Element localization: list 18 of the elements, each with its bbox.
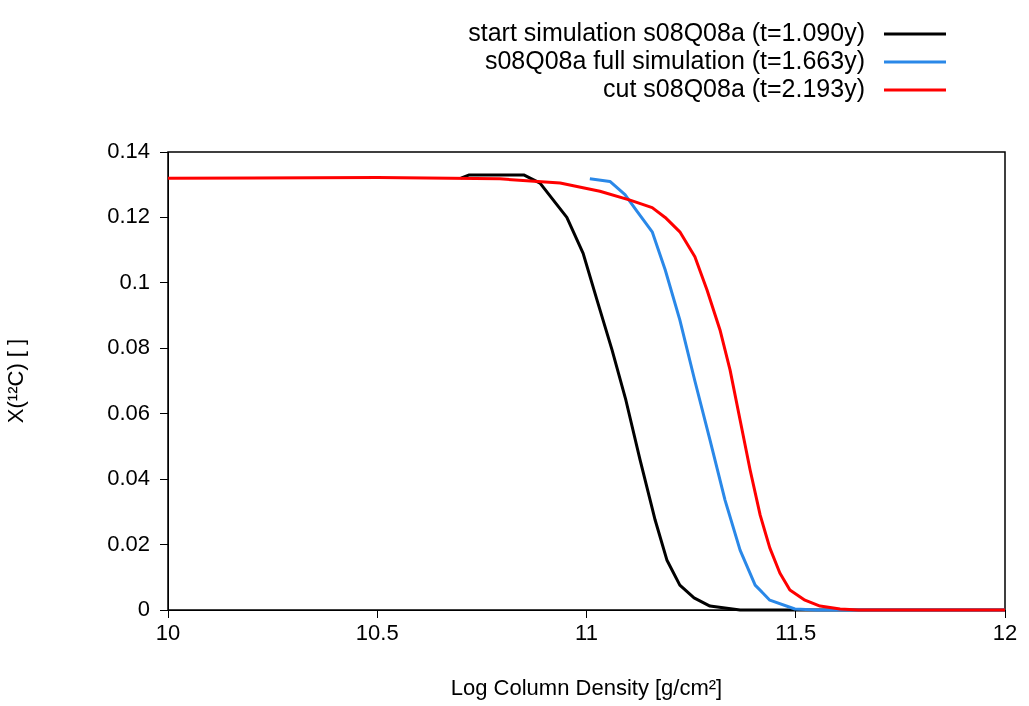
legend-label: start simulation s08Q08a (t=1.090y) bbox=[468, 17, 865, 46]
y-tick-label: 0.12 bbox=[107, 203, 150, 229]
y-tick-label: 0.14 bbox=[107, 138, 150, 164]
y-tick-label: 0.08 bbox=[107, 334, 150, 360]
x-axis-title: Log Column Density [g/cm²] bbox=[450, 674, 723, 700]
x-tick-label: 10 bbox=[155, 620, 181, 646]
x-tick-label: 10.5 bbox=[355, 620, 399, 646]
y-tick-label: 0.06 bbox=[107, 399, 150, 425]
x-tick-label: 12 bbox=[992, 620, 1018, 646]
y-tick-label: 0.04 bbox=[107, 465, 150, 491]
x-tick-label: 11 bbox=[575, 620, 598, 646]
x-tick-label: 11.5 bbox=[775, 620, 817, 646]
y-axis-title: X(¹²C) [ ] bbox=[3, 338, 29, 424]
y-tick-label: 0 bbox=[137, 596, 150, 622]
legend-label: cut s08Q08a (t=2.193y) bbox=[603, 73, 865, 102]
y-tick-label: 0.1 bbox=[119, 268, 150, 294]
legend-label: s08Q08a full simulation (t=1.663y) bbox=[484, 45, 865, 74]
y-tick-label: 0.02 bbox=[107, 530, 150, 556]
